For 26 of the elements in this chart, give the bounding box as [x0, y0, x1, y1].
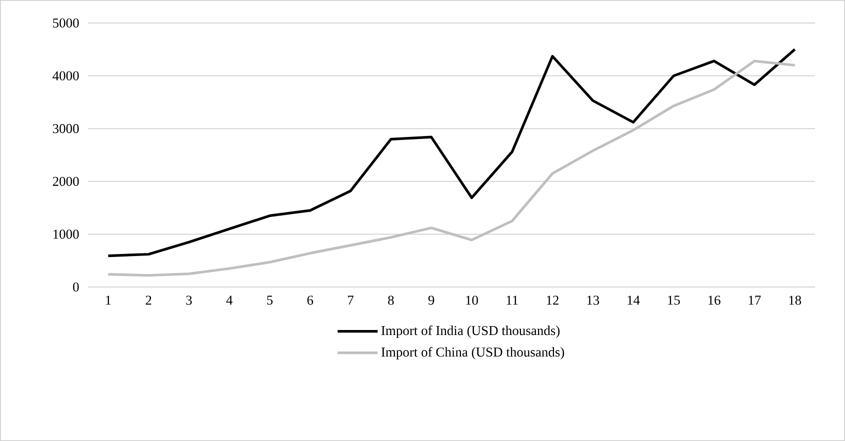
- legend-label: Import of China (USD thousands): [381, 347, 564, 360]
- y-tick-label: 0: [73, 282, 79, 292]
- x-tick-label: 9: [428, 296, 434, 305]
- y-tick-label: 2000: [52, 176, 79, 186]
- y-tick-label: 3000: [52, 124, 79, 134]
- x-tick-label: 13: [587, 296, 600, 305]
- y-tick-label: 4000: [52, 71, 79, 80]
- y-tick-label: 1000: [53, 230, 79, 239]
- x-tick-label: 2: [146, 296, 152, 305]
- x-tick-label: 18: [789, 296, 802, 305]
- x-tick-label: 15: [668, 296, 680, 305]
- x-tick-label: 14: [628, 296, 640, 305]
- x-tick-label: 11: [506, 296, 518, 305]
- legend-label: Import of India (USD thousands): [381, 326, 560, 338]
- x-tick-label: 7: [348, 296, 354, 305]
- x-tick-label: 16: [708, 296, 720, 305]
- x-tick-label: 12: [546, 296, 558, 305]
- x-tick-label: 4: [226, 296, 233, 305]
- x-tick-label: 8: [388, 296, 394, 305]
- x-tick-label: 3: [186, 296, 192, 305]
- x-tick-label: 1: [106, 296, 111, 305]
- x-tick-label: 6: [307, 296, 314, 305]
- x-tick-label: 10: [466, 296, 478, 305]
- x-tick-label: 5: [267, 296, 273, 305]
- y-tick-label: 5000: [53, 18, 79, 28]
- x-tick-label: 17: [748, 296, 761, 305]
